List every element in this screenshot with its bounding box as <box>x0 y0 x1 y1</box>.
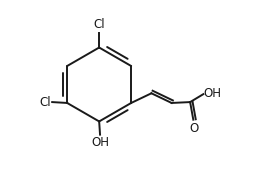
Text: Cl: Cl <box>93 18 105 31</box>
Text: OH: OH <box>204 87 222 100</box>
Text: O: O <box>190 122 199 135</box>
Text: OH: OH <box>91 136 109 149</box>
Text: Cl: Cl <box>40 96 51 109</box>
